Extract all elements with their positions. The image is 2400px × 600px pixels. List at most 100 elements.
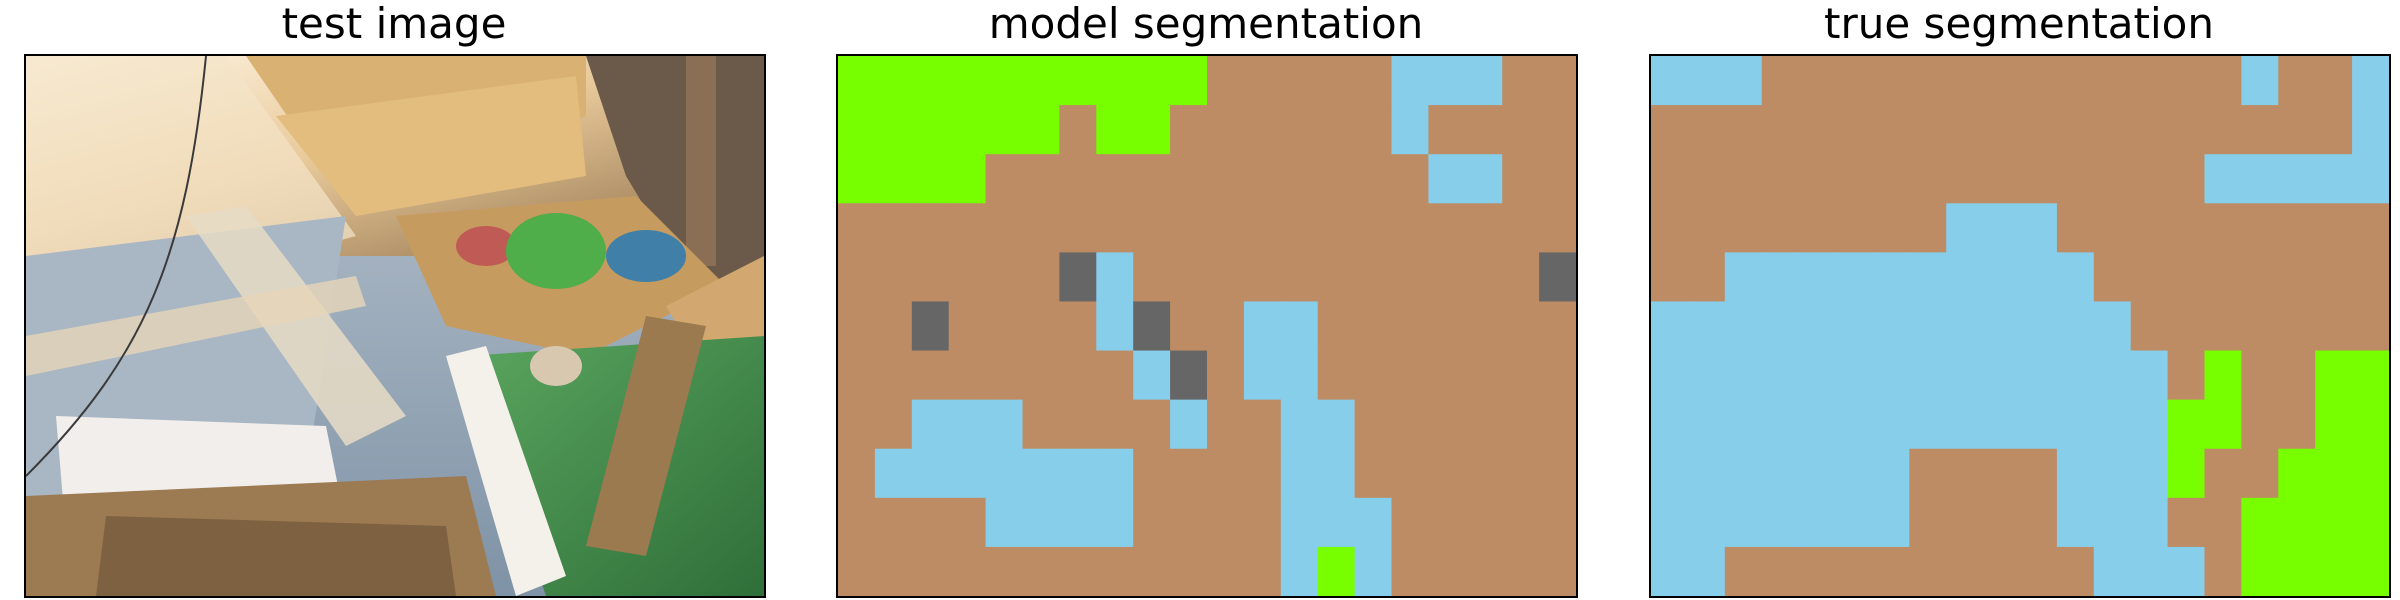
model-segmentation-frame	[836, 54, 1578, 598]
segment-cell-brown	[985, 301, 1024, 352]
segment-cell-brown	[838, 546, 876, 596]
segment-cell-blue	[985, 497, 1024, 548]
segment-cell-green	[1317, 546, 1356, 596]
segment-cell-brown	[1022, 301, 1060, 352]
segment-cell-brown	[2093, 105, 2132, 155]
segment-cell-blue	[1798, 399, 1837, 450]
segment-cell-blue	[1761, 301, 1800, 352]
segment-cell-brown	[1428, 350, 1466, 401]
segment-cell-blue	[1022, 497, 1060, 548]
segment-cell-green	[948, 105, 987, 155]
segment-cell-brown	[948, 497, 987, 548]
segment-cell-brown	[2020, 497, 2058, 548]
segment-cell-blue	[2204, 154, 2242, 204]
segment-cell-brown	[2204, 546, 2242, 596]
segment-cell-brown	[1983, 105, 2021, 155]
segment-cell-green	[2352, 399, 2389, 450]
segment-cell-brown	[1465, 399, 1503, 450]
segment-cell-brown	[1502, 546, 1540, 596]
segment-cell-blue	[1798, 448, 1837, 499]
segment-cell-brown	[1354, 350, 1393, 401]
segment-cell-green	[838, 105, 876, 155]
segment-cell-brown	[985, 252, 1024, 303]
segment-cell-green	[1133, 105, 1171, 155]
segment-cell-blue	[1724, 301, 1763, 352]
segment-cell-blue	[1059, 448, 1097, 499]
segment-cell-blue	[1724, 448, 1763, 499]
segment-cell-blue	[2020, 399, 2058, 450]
segment-cell-blue	[948, 448, 987, 499]
segment-cell-blue	[2056, 448, 2095, 499]
segment-cell-brown	[1539, 154, 1576, 204]
segment-cell-brown	[2204, 497, 2242, 548]
segment-cell-gray	[1170, 350, 1208, 401]
segment-cell-brown	[1946, 448, 1984, 499]
segment-cell-brown	[1761, 546, 1800, 596]
segment-cell-green	[2241, 497, 2279, 548]
segment-cell-brown	[1909, 448, 1947, 499]
segment-cell-brown	[2241, 105, 2279, 155]
segment-cell-brown	[2056, 105, 2095, 155]
segment-cell-brown	[1428, 203, 1466, 253]
segment-cell-blue	[1983, 301, 2021, 352]
segment-cell-brown	[1170, 546, 1208, 596]
segment-cell-green	[2278, 497, 2316, 548]
segment-cell-brown	[1317, 154, 1356, 204]
segment-cell-brown	[1243, 203, 1282, 253]
segment-cell-gray	[1059, 252, 1097, 303]
segment-cell-green	[874, 105, 913, 155]
segment-cell-green	[2278, 546, 2316, 596]
segment-cell-brown	[1317, 105, 1356, 155]
segment-cell-brown	[1835, 105, 1873, 155]
segment-cell-brown	[1465, 546, 1503, 596]
segment-cell-blue	[1872, 252, 1910, 303]
segment-cell-blue	[1946, 399, 1984, 450]
segment-cell-brown	[1651, 252, 1689, 303]
segment-cell-gray	[911, 301, 950, 352]
segment-cell-brown	[1687, 203, 1726, 253]
segment-cell-green	[2204, 399, 2242, 450]
segment-cell-brown	[1207, 203, 1245, 253]
segment-cell-brown	[1428, 448, 1466, 499]
segment-cell-brown	[1909, 105, 1947, 155]
segment-cell-brown	[2093, 252, 2132, 303]
segment-cell-brown	[1243, 252, 1282, 303]
segment-cell-blue	[2056, 301, 2095, 352]
segment-cell-brown	[874, 399, 913, 450]
segment-cell-brown	[1096, 154, 1134, 204]
segment-cell-brown	[874, 350, 913, 401]
segment-cell-blue	[1391, 105, 1429, 155]
segment-cell-brown	[838, 497, 876, 548]
segment-cell-brown	[1798, 203, 1837, 253]
segment-cell-blue	[1465, 56, 1503, 106]
segment-cell-brown	[1022, 399, 1060, 450]
segment-cell-brown	[874, 497, 913, 548]
segment-cell-brown	[2130, 252, 2169, 303]
segment-cell-blue	[1835, 497, 1873, 548]
segment-cell-brown	[2204, 252, 2242, 303]
segment-cell-blue	[1835, 252, 1873, 303]
segment-cell-green	[2167, 399, 2206, 450]
segment-cell-brown	[1133, 203, 1171, 253]
segment-cell-blue	[2056, 399, 2095, 450]
segment-cell-brown	[1909, 546, 1947, 596]
segment-cell-blue	[911, 399, 950, 450]
segment-cell-blue	[2130, 399, 2169, 450]
segment-cell-blue	[1983, 203, 2021, 253]
segment-cell-brown	[1428, 497, 1466, 548]
segment-cell-brown	[1133, 497, 1171, 548]
segment-cell-brown	[1391, 252, 1429, 303]
segment-cell-brown	[2167, 56, 2206, 106]
segment-cell-brown	[1096, 203, 1134, 253]
segment-cell-brown	[1059, 301, 1097, 352]
segment-cell-brown	[1391, 154, 1429, 204]
segment-cell-green	[911, 154, 950, 204]
segment-cell-brown	[1872, 203, 1910, 253]
segment-cell-blue	[1354, 497, 1393, 548]
segment-cell-brown	[2130, 203, 2169, 253]
segment-cell-brown	[985, 546, 1024, 596]
segment-cell-green	[1096, 56, 1134, 106]
segment-cell-brown	[2020, 56, 2058, 106]
segment-cell-brown	[1170, 154, 1208, 204]
segment-cell-brown	[1687, 154, 1726, 204]
